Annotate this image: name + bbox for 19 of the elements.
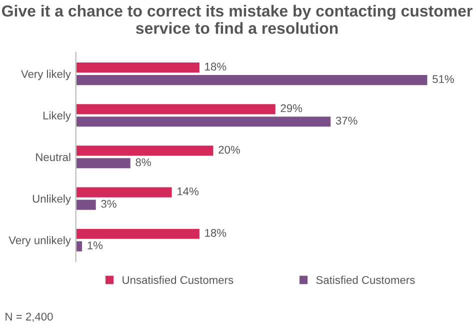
data-label: 1% — [88, 242, 103, 250]
data-label: 3% — [101, 200, 116, 208]
y-tick-label: Neutral — [36, 152, 70, 162]
y-tick-label: Likely — [43, 111, 71, 122]
data-label: 18% — [205, 62, 226, 71]
y-tick-label: Unlikely — [32, 194, 71, 205]
data-label: 20% — [218, 146, 240, 154]
legend-label: Satisfied Customers — [316, 276, 415, 284]
data-label: 18% — [205, 228, 226, 237]
chart-title: Give it a chance to correct its mistake by contacting customer service to find a resolution — [2, 4, 472, 34]
y-tick-label: Very unlikely — [8, 236, 71, 246]
y-tick-label: Very likely — [21, 70, 71, 80]
data-label: 29% — [280, 104, 302, 112]
text: N = 2,400 — [6, 312, 53, 322]
data-label: 14% — [178, 187, 199, 196]
legend-label: Unsatisfied Customers — [122, 276, 234, 284]
data-label: 8% — [136, 158, 151, 166]
data-label: 37% — [336, 116, 358, 125]
data-label: 51% — [432, 75, 454, 84]
